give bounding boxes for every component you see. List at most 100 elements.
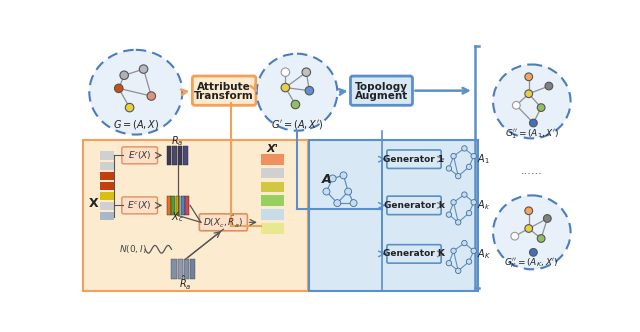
Circle shape: [340, 172, 347, 179]
Bar: [100, 202, 114, 210]
Circle shape: [446, 212, 452, 217]
FancyBboxPatch shape: [351, 76, 412, 105]
Text: Transform: Transform: [195, 91, 254, 101]
Circle shape: [305, 86, 314, 95]
FancyBboxPatch shape: [83, 140, 308, 291]
Bar: [100, 172, 114, 180]
Circle shape: [451, 248, 456, 254]
Circle shape: [140, 65, 148, 73]
FancyBboxPatch shape: [387, 150, 441, 168]
Circle shape: [529, 249, 537, 256]
Circle shape: [461, 192, 467, 197]
Circle shape: [545, 82, 553, 90]
Bar: [260, 168, 284, 178]
Bar: [167, 196, 171, 214]
Text: Topology: Topology: [355, 82, 408, 92]
Ellipse shape: [257, 54, 337, 131]
Ellipse shape: [493, 195, 571, 269]
Circle shape: [529, 119, 537, 127]
Circle shape: [525, 225, 532, 232]
Circle shape: [345, 188, 351, 195]
Text: $N(0,I)$: $N(0,I)$: [118, 243, 147, 255]
Circle shape: [471, 153, 476, 159]
Text: $\hat{R}_a$: $\hat{R}_a$: [179, 274, 192, 292]
Circle shape: [323, 188, 330, 195]
Text: Augment: Augment: [355, 91, 408, 101]
Bar: [186, 196, 189, 214]
Bar: [172, 196, 175, 214]
Circle shape: [120, 71, 129, 79]
Circle shape: [302, 68, 310, 76]
Circle shape: [350, 200, 357, 207]
FancyBboxPatch shape: [193, 76, 256, 105]
Circle shape: [456, 268, 461, 274]
Bar: [100, 182, 114, 190]
Bar: [260, 195, 284, 206]
Circle shape: [446, 166, 452, 171]
Circle shape: [446, 260, 452, 266]
Bar: [172, 146, 177, 165]
Circle shape: [511, 232, 518, 240]
Circle shape: [525, 73, 532, 81]
Ellipse shape: [90, 50, 182, 134]
Text: $D(X_c,\hat{R}_a)$: $D(X_c,\hat{R}_a)$: [204, 214, 243, 230]
Text: $G_K''=(A_K,X')$: $G_K''=(A_K,X')$: [504, 256, 559, 270]
Circle shape: [525, 90, 532, 98]
Circle shape: [147, 92, 156, 100]
Text: $A_1$: $A_1$: [477, 152, 490, 166]
Bar: [180, 196, 184, 214]
Circle shape: [291, 100, 300, 109]
FancyBboxPatch shape: [199, 214, 248, 231]
Text: Attribute: Attribute: [197, 82, 251, 92]
Circle shape: [456, 173, 461, 179]
Text: X: X: [89, 197, 99, 210]
Circle shape: [334, 200, 340, 207]
Text: $R_a$: $R_a$: [172, 134, 184, 148]
Bar: [183, 146, 188, 165]
Text: $G'=(A,X')$: $G'=(A,X')$: [271, 118, 323, 131]
Text: Generator k: Generator k: [383, 201, 444, 210]
Bar: [176, 196, 180, 214]
Circle shape: [513, 102, 520, 109]
Text: $G=(A,X)$: $G=(A,X)$: [113, 118, 159, 131]
Circle shape: [461, 146, 467, 151]
Circle shape: [525, 207, 532, 214]
Circle shape: [451, 200, 456, 205]
Text: $A_K$: $A_K$: [477, 247, 491, 261]
Bar: [100, 192, 114, 200]
Bar: [100, 151, 114, 160]
Text: $X_c$: $X_c$: [172, 210, 184, 224]
Text: $E^r(X)$: $E^r(X)$: [128, 149, 152, 162]
Text: ......: ......: [521, 166, 543, 176]
Circle shape: [281, 83, 290, 92]
Text: Generator K: Generator K: [383, 249, 445, 258]
FancyBboxPatch shape: [122, 147, 157, 164]
Circle shape: [467, 210, 472, 216]
Bar: [190, 259, 195, 279]
FancyBboxPatch shape: [387, 196, 441, 214]
Circle shape: [537, 235, 545, 242]
Bar: [172, 259, 177, 279]
Text: $G_1''=(A_1,X')$: $G_1''=(A_1,X')$: [504, 127, 559, 140]
FancyBboxPatch shape: [387, 245, 441, 263]
Bar: [260, 154, 284, 165]
Circle shape: [543, 214, 551, 222]
Text: Generator 1: Generator 1: [383, 155, 445, 164]
Circle shape: [461, 240, 467, 246]
Ellipse shape: [493, 64, 571, 138]
Circle shape: [537, 104, 545, 112]
Circle shape: [115, 84, 123, 93]
Text: A: A: [322, 174, 332, 187]
Bar: [184, 259, 189, 279]
Bar: [100, 211, 114, 220]
Bar: [260, 182, 284, 192]
Bar: [260, 209, 284, 220]
Circle shape: [467, 259, 472, 264]
FancyBboxPatch shape: [122, 197, 157, 214]
Circle shape: [471, 200, 476, 205]
Bar: [167, 146, 172, 165]
Circle shape: [281, 68, 290, 76]
Bar: [178, 259, 183, 279]
Text: X': X': [266, 144, 278, 154]
Text: $E^c(X)$: $E^c(X)$: [127, 200, 152, 211]
